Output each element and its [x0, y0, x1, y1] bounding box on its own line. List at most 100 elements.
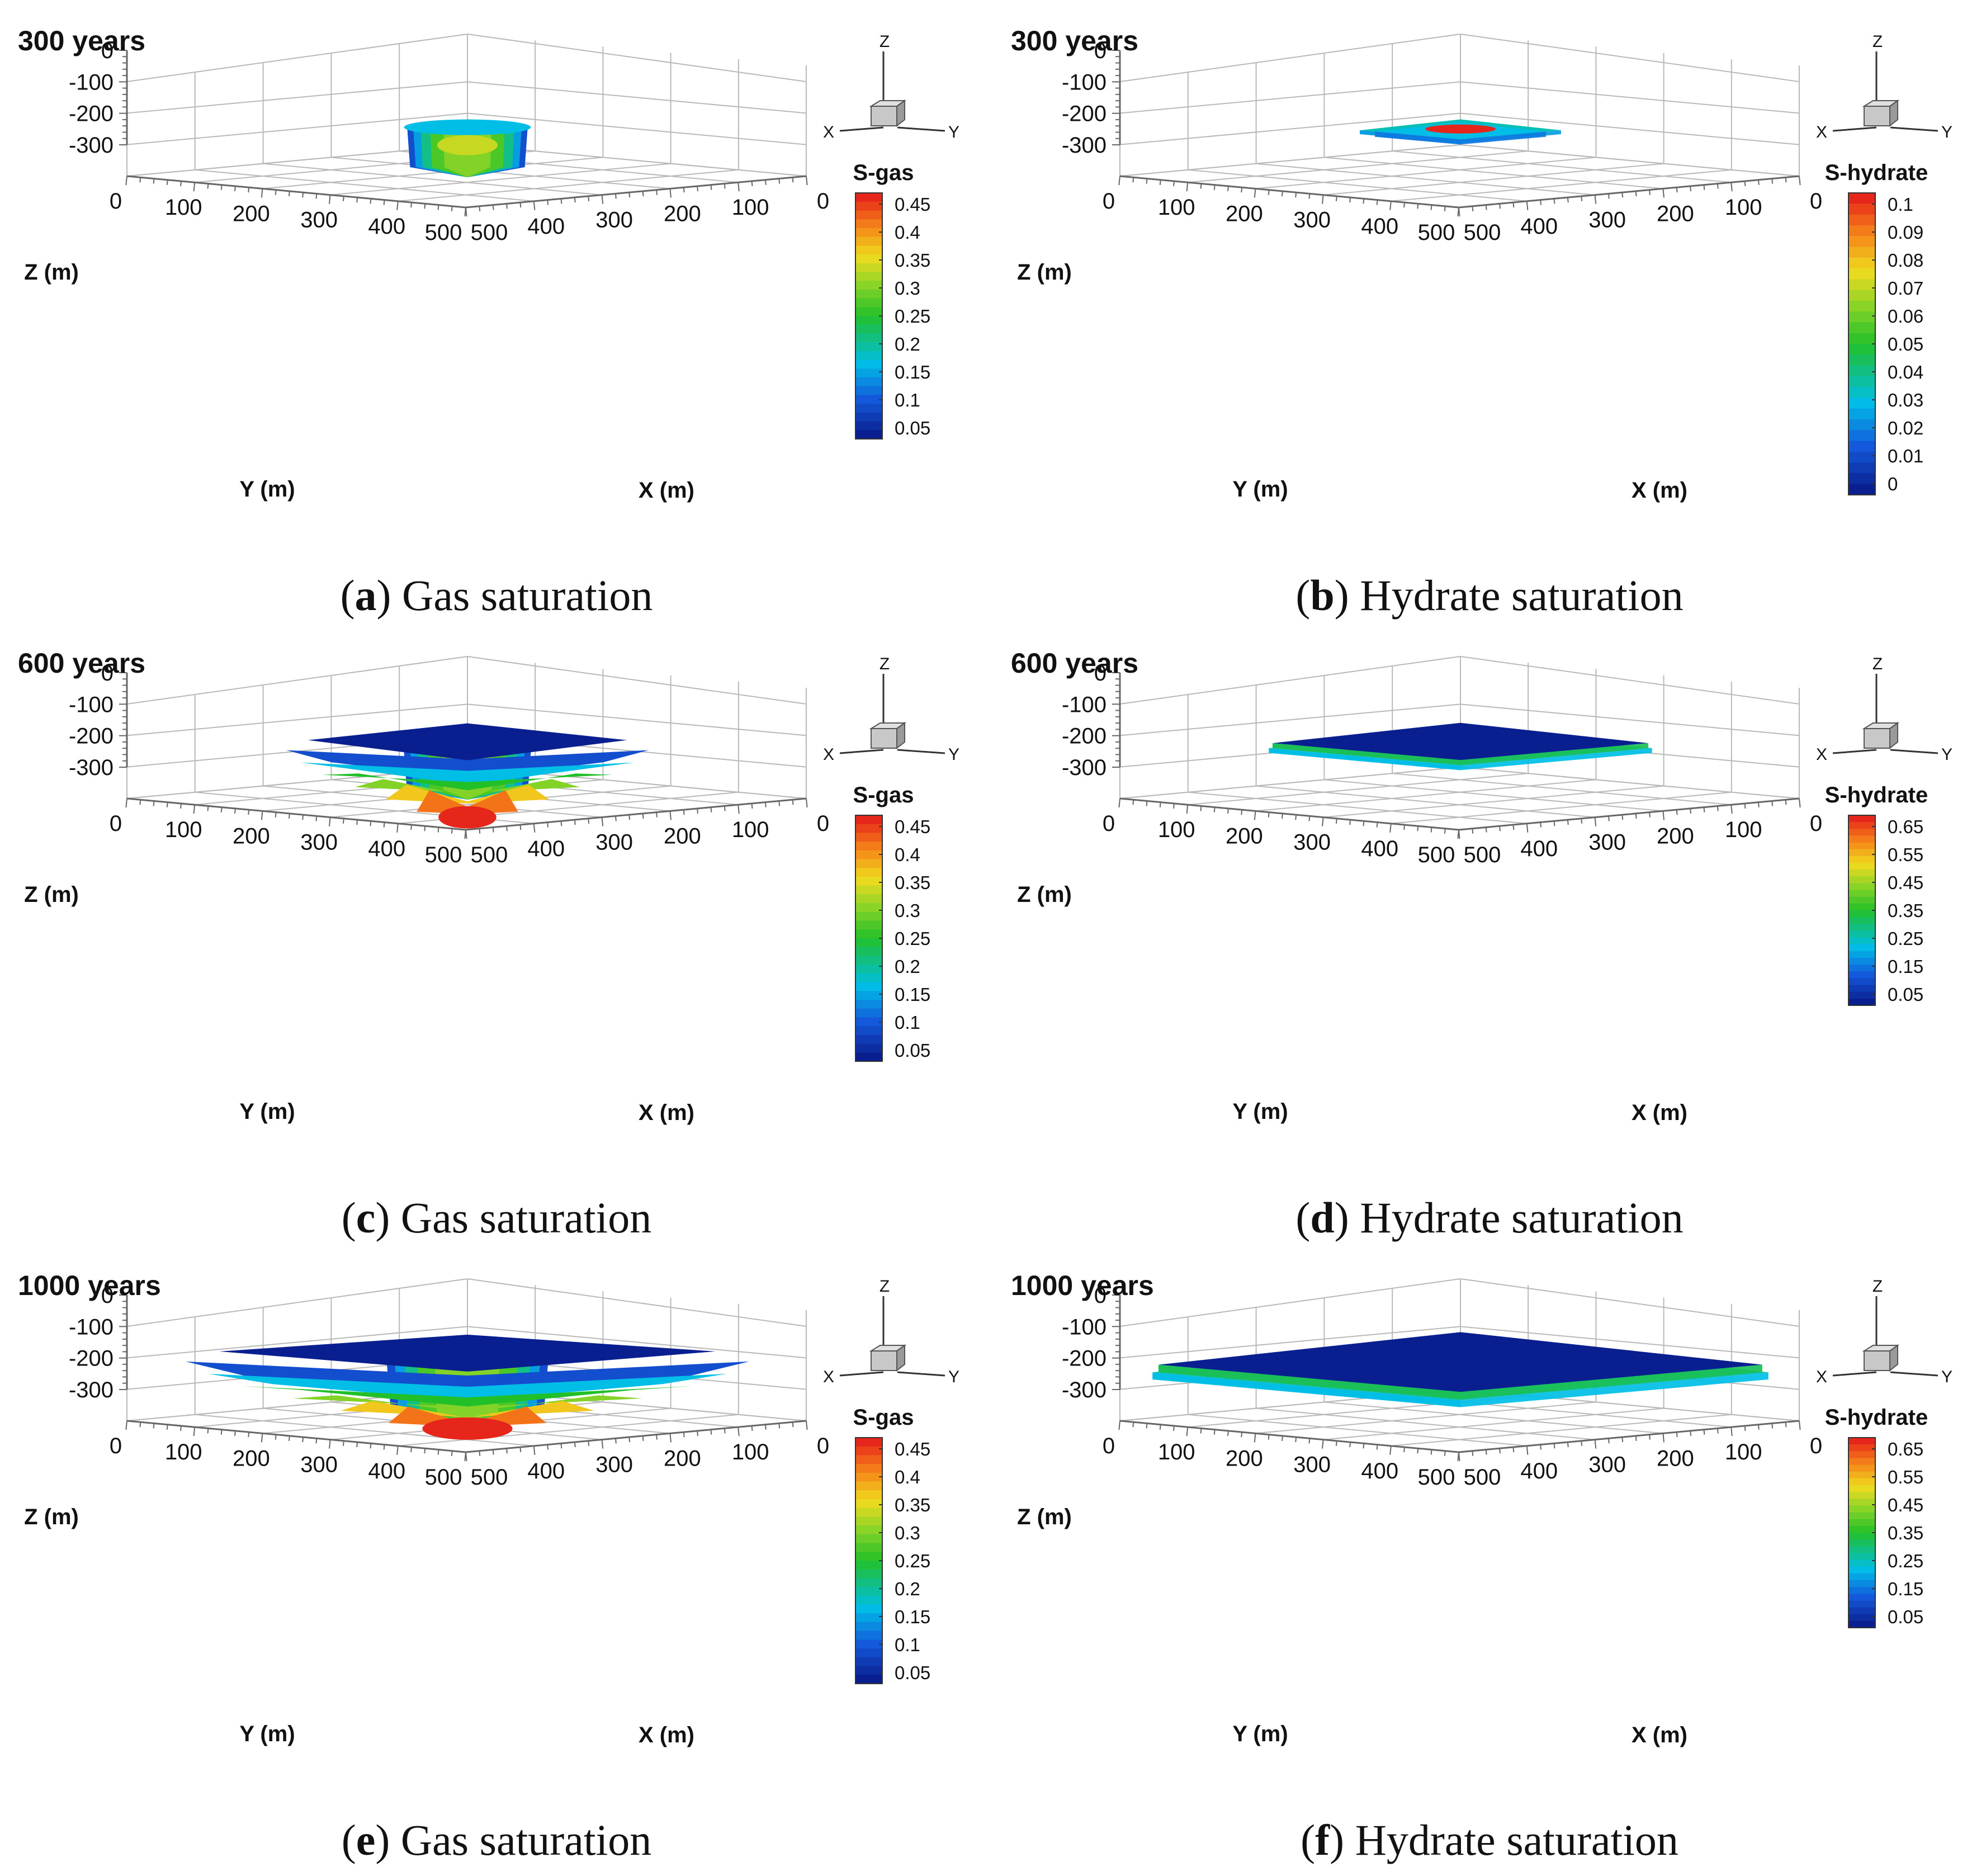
x-tick-mark — [628, 1437, 631, 1443]
axes — [1112, 1294, 1801, 1462]
caption-f: (f) Hydrate saturation — [993, 1815, 1986, 1865]
y-tick-mark — [1430, 205, 1432, 210]
x-tick-mark — [1553, 821, 1555, 826]
legend-tick-label: 0.2 — [895, 334, 920, 355]
floor-grid-x — [1392, 150, 1732, 183]
y-tick-mark — [342, 196, 344, 201]
x-tick-mark — [1662, 811, 1665, 820]
y-tick-mark — [329, 195, 331, 204]
y-tick-mark — [396, 201, 399, 210]
x-tick-label: 100 — [732, 195, 769, 220]
legend-color-band — [855, 1043, 882, 1053]
orient-x-line — [1832, 749, 1877, 754]
x-tick-label: 400 — [527, 1459, 565, 1483]
legend-tick-label: 0.06 — [1888, 306, 1923, 327]
legend-color-band — [1848, 978, 1875, 986]
hydrate-layer-lower-left — [1269, 748, 1460, 771]
floor-grid-y — [330, 163, 671, 196]
z-axis-title: Z (m) — [24, 1505, 79, 1529]
orient-z-label: Z — [1872, 655, 1883, 673]
y-tick-mark — [342, 818, 344, 824]
floor-grid-y — [1255, 779, 1596, 812]
y-tick-mark — [288, 1435, 290, 1441]
orient-z-label: Z — [879, 32, 890, 51]
z-grid-left — [126, 656, 468, 705]
z-grid-left — [126, 703, 468, 736]
orient-z-label: Z — [1872, 32, 1883, 51]
floor-grid-x — [1188, 169, 1527, 202]
legend-color-band — [1848, 290, 1875, 301]
orientation-widget: Z X Y — [1816, 1277, 1952, 1386]
legend-color-band — [1848, 835, 1875, 843]
panel-c: 0 -100 -200 -300 0 100 200 300 400 500 500 400 300 20… — [18, 648, 959, 1125]
legend-color-band — [1848, 1499, 1875, 1506]
floor-grid-y — [1119, 766, 1461, 799]
x-tick-label: 200 — [664, 1446, 701, 1471]
z-tick-label: -300 — [1062, 133, 1107, 158]
legend-color-band — [1848, 991, 1875, 999]
floor-grid-y — [1323, 785, 1664, 818]
plume-cap-band — [186, 1361, 749, 1396]
x-tick-mark — [751, 181, 753, 187]
orient-cube-side — [1889, 1344, 1898, 1372]
x-tick-mark — [533, 823, 536, 833]
caption-letter: a — [354, 571, 377, 620]
legend-color-band — [1848, 910, 1875, 918]
y-tick-mark — [1376, 822, 1378, 828]
legend-color-band — [855, 824, 882, 834]
legend-color-band — [1848, 958, 1875, 966]
legend-color-band — [1848, 890, 1875, 897]
y-tick-mark — [410, 1447, 413, 1453]
legend-color-band — [855, 1481, 882, 1491]
z-grid-left — [126, 34, 468, 82]
y-tick-mark — [383, 822, 385, 828]
legend-color-band — [855, 1490, 882, 1500]
z-grid-right — [1460, 34, 1800, 82]
legend-color-band — [1848, 1594, 1875, 1601]
panel-d: 0 -100 -200 -300 0 100 200 300 400 500 500 400 300 20… — [1011, 648, 1952, 1125]
legend-color-band — [1848, 1438, 1875, 1445]
legend-color-band — [1848, 1485, 1875, 1493]
legend-color-band — [1848, 1533, 1875, 1541]
orient-z-label: Z — [879, 1277, 890, 1296]
x-axis-title: X (m) — [1632, 1723, 1687, 1747]
legend-color-band — [855, 1472, 882, 1482]
legend-color-band — [1848, 883, 1875, 891]
legend-tick-label: 0.15 — [895, 362, 930, 382]
x-axis-line — [1458, 1420, 1800, 1453]
floor-grid-y — [1391, 169, 1732, 202]
x-tick-label: 200 — [1657, 824, 1694, 848]
y-tick-mark — [1159, 179, 1161, 185]
y-tick-mark — [342, 1440, 344, 1446]
z-tick-label: -300 — [1062, 1378, 1107, 1402]
z-axis-title: Z (m) — [1017, 1505, 1072, 1529]
z-tick-label: 0 — [101, 661, 114, 686]
y-tick-mark — [1335, 196, 1337, 201]
time-label: 1000 years — [1011, 1270, 1154, 1301]
y-tick-label: 100 — [165, 1440, 202, 1464]
x-tick-mark — [628, 815, 631, 820]
axes — [119, 1294, 808, 1462]
z-tick-label: 0 — [101, 1283, 114, 1308]
caption-text: Gas saturation — [400, 1193, 652, 1242]
z-tick-label: -100 — [1062, 1315, 1107, 1339]
y-tick-mark — [1363, 1443, 1365, 1449]
y-tick-label: 0 — [1103, 1434, 1115, 1458]
floor-grid-x — [331, 157, 670, 190]
y-tick-label: 500 — [425, 220, 462, 245]
x-tick-mark — [737, 805, 740, 814]
x-tick-mark — [656, 1434, 658, 1440]
x-tick-mark — [1621, 1437, 1624, 1443]
x-tick-mark — [560, 199, 562, 204]
floor-grid-y — [1188, 150, 1529, 183]
y-tick-mark — [1241, 1432, 1243, 1438]
legend-color-band — [855, 201, 882, 211]
y-tick-mark — [1213, 185, 1216, 190]
legend-color-band — [855, 1657, 882, 1667]
z-tick-label: 0 — [1094, 39, 1107, 63]
x-tick-mark — [1526, 201, 1529, 210]
y-tick-mark — [1281, 1435, 1283, 1441]
y-tick-mark — [302, 815, 304, 820]
x-tick-mark — [1635, 191, 1637, 196]
legend-color-band — [1848, 1600, 1875, 1608]
